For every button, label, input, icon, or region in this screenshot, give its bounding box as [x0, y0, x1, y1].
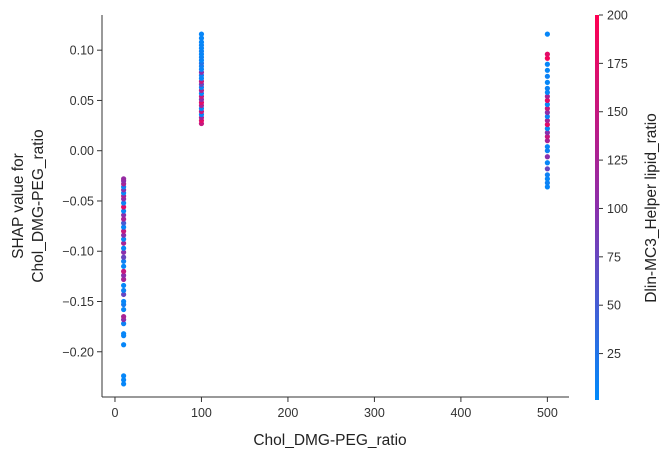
scatter-point — [121, 245, 127, 251]
scatter-point — [121, 282, 127, 289]
y-tick-label: 0.00 — [70, 144, 94, 158]
scatter-point — [121, 381, 127, 387]
scatter-point — [544, 67, 550, 73]
x-tick-label: 500 — [537, 406, 558, 420]
colorbar-tick-label: 150 — [607, 105, 628, 119]
scatter-points — [121, 31, 550, 387]
x-axis-label: Chol_DMG-PEG_ratio — [253, 432, 406, 449]
y-tick-label: −0.10 — [62, 245, 94, 259]
scatter-point — [544, 184, 550, 190]
scatter-point — [121, 204, 127, 210]
scatter-point — [544, 134, 550, 140]
scatter-point — [121, 306, 127, 313]
scatter-point — [544, 51, 550, 57]
scatter-point — [544, 148, 550, 154]
scatter-point — [121, 249, 127, 255]
scatter-point — [121, 291, 127, 298]
x-tick-label: 100 — [191, 406, 212, 420]
scatter-point — [121, 258, 127, 264]
scatter-point — [544, 109, 550, 116]
scatter-point — [121, 373, 127, 379]
scatter-point — [544, 117, 550, 124]
colorbar-tick-label: 200 — [607, 9, 628, 23]
y-tick-label: −0.15 — [62, 295, 94, 309]
scatter-point — [544, 101, 550, 108]
scatter-point — [544, 160, 550, 166]
scatter-point — [544, 180, 550, 186]
scatter-point — [198, 39, 205, 45]
scatter-point — [121, 342, 127, 348]
scatter-point — [544, 154, 550, 160]
scatter-point — [544, 79, 550, 85]
y-tick-label: 0.05 — [70, 94, 94, 108]
scatter-point — [121, 321, 127, 327]
scatter-point — [544, 125, 550, 132]
scatter-point — [121, 240, 127, 246]
colorbar-tick-label: 125 — [607, 154, 628, 168]
x-tick-label: 400 — [450, 406, 471, 420]
scatter-point — [121, 224, 127, 230]
colorbar-tick-label: 100 — [607, 202, 628, 216]
scatter-point — [121, 276, 127, 282]
scatter-point — [544, 61, 550, 67]
scatter-point — [121, 228, 127, 234]
scatter-point — [544, 121, 550, 128]
scatter-point — [544, 138, 550, 144]
colorbar-label: Dlin-MC3_Helper lipid_ratio — [643, 113, 660, 303]
scatter-point — [121, 216, 127, 222]
scatter-point — [198, 31, 205, 37]
scatter-point — [544, 176, 550, 182]
x-tick-label: 200 — [278, 406, 299, 420]
scatter-point — [121, 232, 127, 238]
scatter-point — [544, 93, 550, 100]
scatter-point — [121, 220, 127, 226]
y-tick-label: −0.20 — [62, 345, 94, 359]
scatter-point — [544, 73, 550, 79]
scatter-point — [121, 331, 127, 337]
colorbar-tick-label: 175 — [607, 57, 628, 71]
scatter-point — [121, 313, 127, 320]
y-tick-label: −0.05 — [62, 194, 94, 208]
y-axis-label: SHAP value for Chol_DMG-PEG_ratio — [10, 129, 47, 282]
scatter-point — [121, 263, 127, 269]
colorbar-gradient — [595, 15, 599, 400]
scatter-point — [121, 176, 127, 182]
scatter-point — [544, 105, 550, 112]
scatter-point — [198, 35, 205, 41]
scatter-point — [121, 254, 127, 260]
scatter-point — [121, 287, 127, 294]
scatter-point — [544, 55, 550, 61]
scatter-point — [544, 31, 550, 37]
y-axis-label-line-2: Chol_DMG-PEG_ratio — [30, 129, 47, 282]
x-axis-ticks: 0 100 200 300 400 500 — [111, 397, 558, 420]
colorbar: 25 50 75 100 125 150 175 200 Dlin-MC3_Helper li… — [595, 9, 660, 400]
y-axis-label-line-1: SHAP value for — [10, 153, 27, 259]
scatter-point — [544, 172, 550, 178]
x-tick-label: 300 — [364, 406, 385, 420]
colorbar-ticks: 25 50 75 100 125 150 175 200 — [599, 9, 628, 361]
x-tick-label: 0 — [111, 406, 118, 420]
scatter-point — [121, 377, 127, 383]
scatter-point — [544, 166, 550, 172]
scatter-point — [121, 236, 127, 242]
colorbar-tick-label: 75 — [607, 250, 621, 264]
scatter-point — [121, 298, 127, 305]
scatter-point — [544, 89, 550, 96]
scatter-point — [121, 200, 127, 206]
scatter-point — [121, 212, 127, 218]
scatter-point — [544, 97, 550, 104]
scatter-point — [121, 272, 127, 278]
scatter-point — [544, 85, 550, 91]
y-axis-ticks: −0.20 −0.15 −0.10 −0.05 0.00 0.05 0.10 — [62, 44, 102, 359]
scatter-point — [544, 113, 550, 120]
scatter-point — [121, 208, 127, 214]
colorbar-tick-label: 50 — [607, 299, 621, 313]
scatter-point — [121, 268, 127, 274]
colorbar-tick-label: 25 — [607, 347, 621, 361]
y-tick-label: 0.10 — [70, 44, 94, 58]
plot-area: −0.20 −0.15 −0.10 −0.05 0.00 0.05 0.10 0 100 200… — [62, 15, 569, 420]
scatter-point — [544, 130, 550, 136]
scatter-point — [544, 144, 550, 150]
